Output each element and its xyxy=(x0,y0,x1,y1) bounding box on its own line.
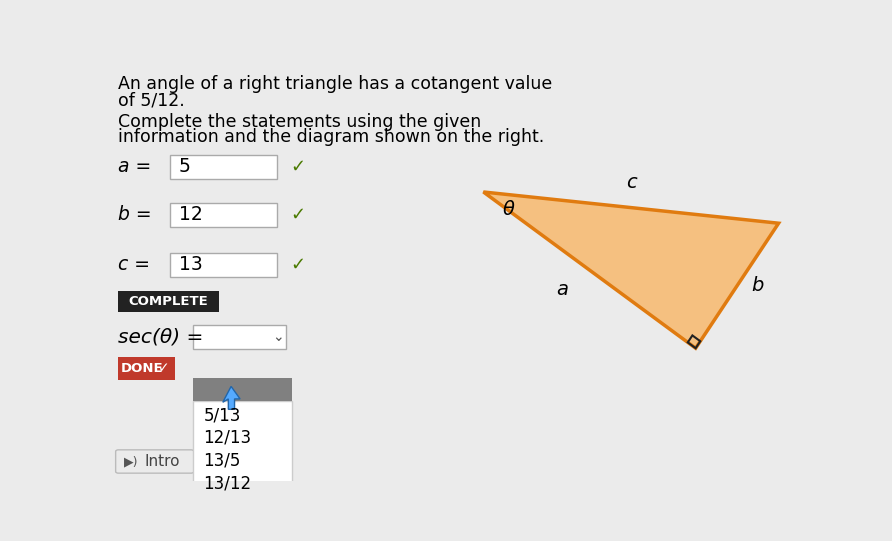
FancyBboxPatch shape xyxy=(193,325,286,349)
Polygon shape xyxy=(483,192,779,348)
Text: θ: θ xyxy=(503,200,515,219)
Text: DONE: DONE xyxy=(121,362,163,375)
Text: ✓: ✓ xyxy=(290,158,305,176)
FancyBboxPatch shape xyxy=(170,253,277,277)
Text: ✓: ✓ xyxy=(158,361,169,375)
FancyBboxPatch shape xyxy=(193,378,292,401)
Text: c =: c = xyxy=(119,255,156,274)
FancyBboxPatch shape xyxy=(119,357,175,380)
Text: ▶): ▶) xyxy=(124,455,138,468)
Text: 12/13: 12/13 xyxy=(203,429,252,447)
Text: 13/12: 13/12 xyxy=(203,475,252,493)
Text: a: a xyxy=(556,280,568,300)
Text: b: b xyxy=(751,276,764,295)
Text: ⌄: ⌄ xyxy=(272,330,284,344)
Text: 5: 5 xyxy=(178,157,190,176)
Text: a =: a = xyxy=(119,157,158,176)
Text: COMPLETE: COMPLETE xyxy=(128,295,209,308)
Text: of 5/12.: of 5/12. xyxy=(119,92,186,110)
Text: Intro: Intro xyxy=(145,454,180,469)
Polygon shape xyxy=(223,386,240,410)
Text: ✓: ✓ xyxy=(290,256,305,274)
Text: ✓: ✓ xyxy=(290,206,305,224)
Text: c: c xyxy=(625,173,636,192)
Text: 12: 12 xyxy=(178,206,202,225)
Text: b =: b = xyxy=(119,206,158,225)
Text: An angle of a right triangle has a cotangent value: An angle of a right triangle has a cotan… xyxy=(119,75,553,94)
FancyBboxPatch shape xyxy=(119,291,219,312)
Text: 13: 13 xyxy=(178,255,202,274)
Text: sec(θ) =: sec(θ) = xyxy=(119,327,211,346)
Text: Complete the statements using the given: Complete the statements using the given xyxy=(119,113,482,131)
Text: 5/13: 5/13 xyxy=(203,406,241,424)
FancyBboxPatch shape xyxy=(170,155,277,179)
FancyBboxPatch shape xyxy=(193,401,292,493)
FancyBboxPatch shape xyxy=(170,203,277,227)
Text: 13/5: 13/5 xyxy=(203,452,241,470)
FancyBboxPatch shape xyxy=(116,450,194,473)
Text: information and the diagram shown on the right.: information and the diagram shown on the… xyxy=(119,128,545,146)
